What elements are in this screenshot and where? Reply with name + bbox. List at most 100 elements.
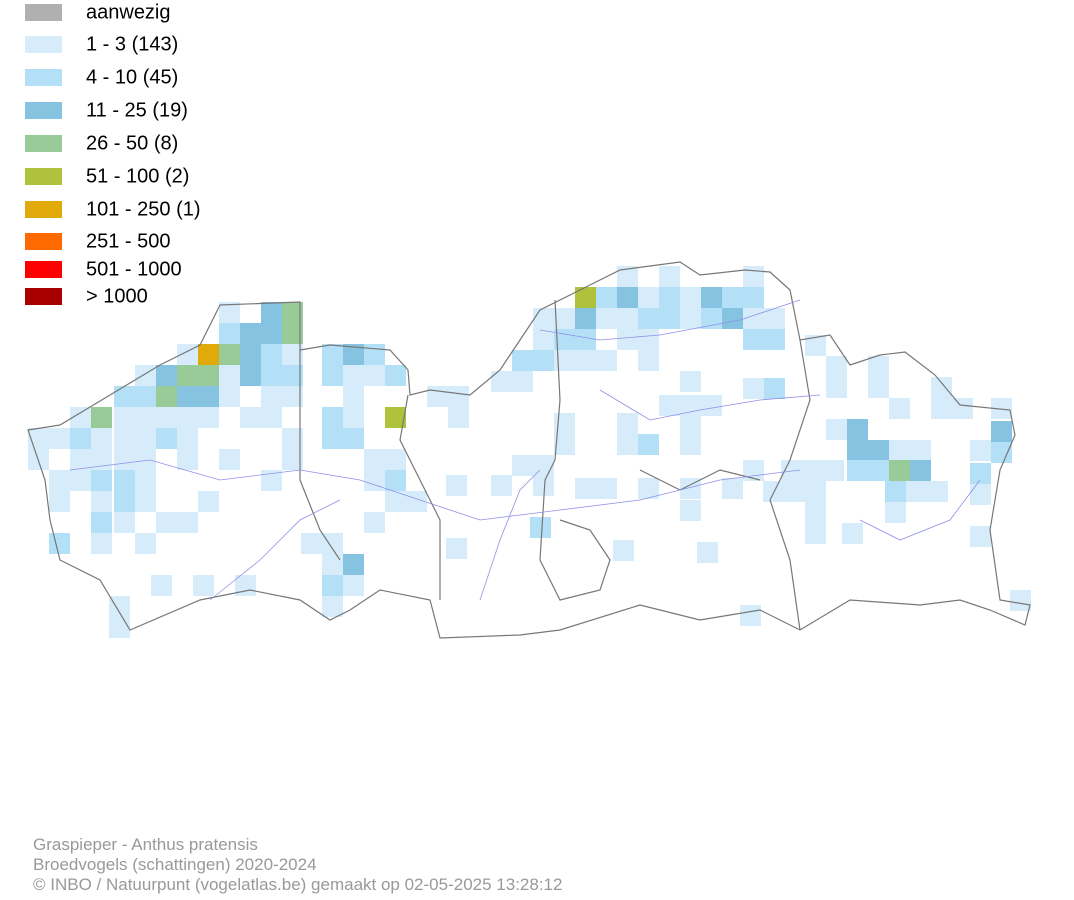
- grid-square: [638, 329, 659, 350]
- legend-swatch: [25, 201, 62, 218]
- grid-square: [49, 533, 70, 554]
- grid-square: [613, 540, 634, 561]
- grid-square: [49, 470, 70, 491]
- legend-label: > 1000: [86, 285, 148, 307]
- river: [479, 469, 541, 601]
- grid-square: [198, 344, 219, 365]
- grid-square: [156, 428, 177, 449]
- grid-square: [91, 512, 112, 533]
- grid-square: [156, 365, 177, 386]
- grid-square: [533, 455, 554, 476]
- legend-label: 1 - 3 (143): [86, 33, 178, 55]
- grid-square: [177, 365, 198, 386]
- grid-square: [282, 323, 303, 344]
- grid-square: [135, 365, 156, 386]
- grid-square: [114, 470, 135, 491]
- province-border: [299, 350, 341, 561]
- grid-square: [491, 371, 512, 392]
- grid-square: [554, 350, 575, 371]
- grid-square: [823, 460, 844, 481]
- grid-square: [847, 419, 868, 440]
- grid-square: [114, 512, 135, 533]
- grid-square: [135, 470, 156, 491]
- grid-square: [282, 449, 303, 470]
- river: [209, 499, 341, 601]
- grid-square: [219, 449, 240, 470]
- grid-square: [701, 395, 722, 416]
- grid-square: [991, 398, 1012, 419]
- grid-square: [91, 533, 112, 554]
- grid-square: [931, 398, 952, 419]
- grid-square: [364, 365, 385, 386]
- grid-square: [743, 460, 764, 481]
- legend-label: 11 - 25 (19): [86, 99, 188, 121]
- grid-square: [906, 481, 927, 502]
- grid-square: [151, 575, 172, 596]
- grid-square: [970, 440, 991, 461]
- grid-square: [970, 463, 991, 484]
- province-border: [539, 299, 611, 601]
- grid-square: [596, 350, 617, 371]
- grid-square: [135, 491, 156, 512]
- grid-square: [114, 428, 135, 449]
- grid-square: [70, 428, 91, 449]
- grid-square: [198, 365, 219, 386]
- grid-square: [114, 407, 135, 428]
- grid-square: [743, 308, 764, 329]
- grid-square: [743, 287, 764, 308]
- grid-square: [70, 407, 91, 428]
- grid-square: [970, 484, 991, 505]
- grid-square: [193, 575, 214, 596]
- grid-square: [261, 323, 282, 344]
- grid-square: [722, 478, 743, 499]
- grid-square: [114, 491, 135, 512]
- grid-square: [680, 413, 701, 434]
- grid-square: [910, 460, 931, 481]
- grid-square: [135, 428, 156, 449]
- grid-square: [219, 302, 240, 323]
- province-border: [399, 394, 441, 600]
- grid-square: [554, 308, 575, 329]
- grid-square: [617, 329, 638, 350]
- legend-swatch: [25, 4, 62, 21]
- grid-square: [764, 378, 785, 399]
- grid-square: [743, 266, 764, 287]
- grid-square: [343, 365, 364, 386]
- grid-square: [343, 344, 364, 365]
- grid-square: [385, 449, 406, 470]
- grid-square: [322, 575, 343, 596]
- grid-square: [530, 517, 551, 538]
- grid-square: [177, 512, 198, 533]
- grid-square: [680, 308, 701, 329]
- grid-square: [575, 350, 596, 371]
- grid-square: [680, 395, 701, 416]
- province-border: [769, 339, 811, 631]
- grid-square: [868, 460, 889, 481]
- grid-square: [156, 386, 177, 407]
- grid-square: [135, 407, 156, 428]
- grid-square: [135, 449, 156, 470]
- grid-square: [322, 428, 343, 449]
- grid-square: [596, 308, 617, 329]
- grid-square: [784, 481, 805, 502]
- grid-square: [198, 386, 219, 407]
- grid-square: [764, 329, 785, 350]
- grid-square: [575, 308, 596, 329]
- grid-square: [764, 308, 785, 329]
- grid-square: [135, 386, 156, 407]
- grid-square: [970, 526, 991, 547]
- grid-square: [261, 386, 282, 407]
- grid-square: [826, 377, 847, 398]
- grid-square: [680, 434, 701, 455]
- grid-square: [617, 266, 638, 287]
- legend-swatch: [25, 135, 62, 152]
- grid-square: [847, 440, 868, 461]
- grid-square: [617, 413, 638, 434]
- grid-square: [240, 407, 261, 428]
- grid-square: [638, 308, 659, 329]
- grid-square: [219, 365, 240, 386]
- legend-label: 501 - 1000: [86, 258, 182, 280]
- grid-square: [261, 470, 282, 491]
- grid-square: [301, 533, 322, 554]
- grid-square: [282, 344, 303, 365]
